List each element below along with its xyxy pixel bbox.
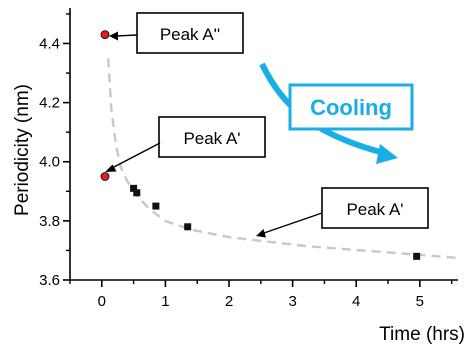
data-point-square [413,252,421,260]
cooling-callout: Cooling [259,62,414,164]
y-tick-label: 4.2 [39,95,60,112]
x-tick-label: 1 [161,293,169,310]
cooling-arrowhead [376,144,398,164]
annotation-arrow [115,34,138,37]
x-tick-label: 2 [225,293,233,310]
annotation-peak-a-prime-2: Peak A' [256,187,429,238]
arrowhead [256,229,266,238]
annotation-label: Peak A'' [160,25,220,44]
x-axis-title: Time (hrs) [379,324,465,345]
annotation-arrow [111,142,161,169]
annotation-box [321,187,429,229]
y-tick-label: 3.8 [39,213,60,230]
annotation-arrow [263,212,323,234]
arrowhead [109,31,118,41]
data-point-square [184,223,192,231]
annotation-peak-a-double-prime: Peak A'' [109,12,244,54]
data-point-square [133,189,141,197]
cooling-box [288,83,414,131]
arrowhead [105,164,117,172]
annotation-label: Peak A' [183,129,240,148]
data-marks [100,30,421,260]
y-axis-title: Periodicity (nm) [12,84,33,216]
data-point-square [152,202,160,210]
data-point-square [130,184,138,192]
annotation-label: Peak A' [346,200,403,219]
y-tick-label: 3.6 [39,272,60,289]
annotation-peak-a-prime-1: Peak A' [105,116,266,172]
annotation-box [136,12,244,54]
x-tick-label: 4 [352,293,360,310]
data-point-circle [100,172,110,181]
x-tick-label: 5 [416,293,424,310]
y-tick-label: 4.4 [39,35,60,52]
x-tick-label: 3 [288,293,296,310]
x-tick-label: 0 [98,293,106,310]
annotation-box [158,116,266,158]
data-point-circle [100,30,110,40]
y-tick-label: 4.0 [39,154,60,171]
axes: 3.6 3.8 4.0 4.2 4.4 0 1 2 3 4 5 [39,8,458,310]
fit-curve [107,58,458,259]
cooling-label: Cooling [310,95,392,120]
